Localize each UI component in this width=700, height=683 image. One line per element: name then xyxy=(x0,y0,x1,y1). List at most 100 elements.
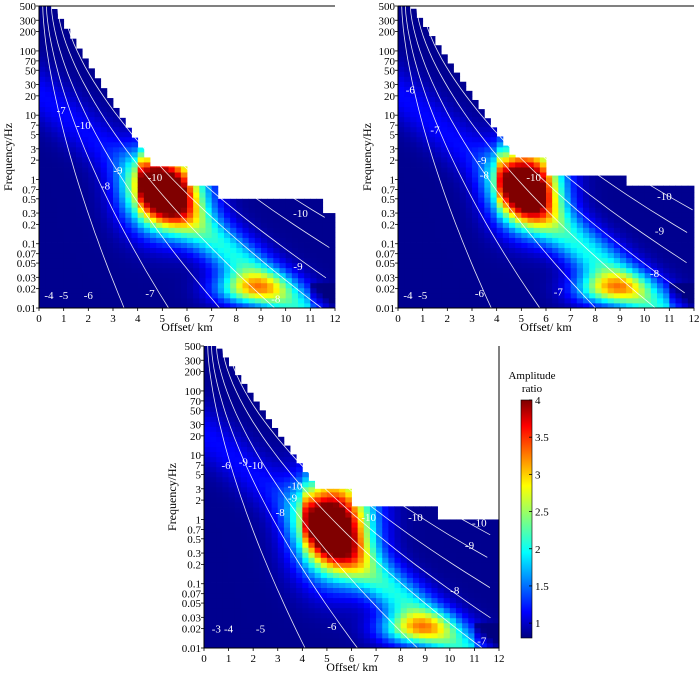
heat-cell xyxy=(608,182,615,187)
heat-cell xyxy=(472,117,479,122)
heat-cell xyxy=(431,618,438,623)
heat-cell xyxy=(236,217,243,222)
heat-cell xyxy=(577,233,584,238)
heat-cell xyxy=(204,588,211,593)
heat-cell xyxy=(212,227,219,232)
heat-cell xyxy=(478,268,485,273)
heat-cell xyxy=(278,547,285,552)
heat-cell xyxy=(267,227,274,232)
heat-cell xyxy=(267,238,274,243)
heat-cell xyxy=(417,132,424,137)
heat-cell xyxy=(280,222,287,227)
heat-cell xyxy=(216,583,223,588)
heat-cell xyxy=(95,192,102,197)
heat-cell xyxy=(388,522,395,527)
heat-cell xyxy=(51,212,58,217)
heat-cell xyxy=(298,222,305,227)
heat-cell xyxy=(210,532,217,537)
heat-cell xyxy=(265,618,272,623)
y-tick-label: 0.01 xyxy=(376,303,395,315)
heat-cell xyxy=(435,293,442,298)
heat-cell xyxy=(272,467,279,472)
heat-cell xyxy=(376,517,383,522)
heat-cell xyxy=(370,628,377,633)
heat-cell xyxy=(608,233,615,238)
heat-cell xyxy=(95,78,102,82)
heat-cell xyxy=(259,532,266,537)
heat-cell xyxy=(398,167,405,172)
heat-cell xyxy=(345,542,352,547)
contour-label: -7 xyxy=(57,105,67,117)
heat-cell xyxy=(259,608,266,613)
heat-cell xyxy=(138,212,145,217)
heat-cell xyxy=(230,212,237,217)
heat-cell xyxy=(620,192,627,197)
heat-cell xyxy=(229,502,236,507)
heat-cell xyxy=(425,583,432,588)
heat-cell xyxy=(272,447,279,452)
heat-cell xyxy=(216,507,223,512)
heat-cell xyxy=(144,278,151,283)
heat-cell xyxy=(376,573,383,578)
heat-cell xyxy=(358,603,365,608)
heat-cell xyxy=(278,578,285,583)
heat-cell xyxy=(241,552,248,557)
heat-cell xyxy=(204,457,211,462)
heat-cell xyxy=(419,532,426,537)
heat-cell xyxy=(329,217,336,222)
heat-cell xyxy=(435,212,442,217)
heat-cell xyxy=(212,212,219,217)
heat-cell xyxy=(484,192,491,197)
heat-cell xyxy=(410,273,417,278)
heat-cell xyxy=(70,283,77,288)
heat-cell xyxy=(235,567,242,572)
heat-cell xyxy=(253,497,260,502)
heat-cell xyxy=(265,623,272,628)
heat-cell xyxy=(447,63,454,66)
heat-cell xyxy=(235,542,242,547)
heat-cell xyxy=(70,192,77,197)
heat-cell xyxy=(132,142,139,147)
heat-cell xyxy=(444,537,451,542)
heat-cell xyxy=(478,248,485,253)
heat-cell xyxy=(162,248,169,253)
heat-cell xyxy=(259,410,266,411)
heat-cell xyxy=(229,552,236,557)
heat-cell xyxy=(688,202,695,207)
heat-cell xyxy=(497,212,504,217)
heat-cell xyxy=(423,76,430,81)
heat-cell xyxy=(509,217,516,222)
heat-cell xyxy=(284,557,291,562)
heat-cell xyxy=(218,298,225,303)
heat-cell xyxy=(39,61,46,66)
heat-cell xyxy=(204,578,211,583)
heat-cell xyxy=(193,243,200,248)
heat-cell xyxy=(82,167,89,172)
heat-cell xyxy=(620,283,627,288)
heat-cell xyxy=(249,202,256,207)
heat-cell xyxy=(169,278,176,283)
heat-cell xyxy=(382,608,389,613)
heat-cell xyxy=(441,97,448,102)
heat-cell xyxy=(235,537,242,542)
heat-cell xyxy=(304,268,311,273)
heat-cell xyxy=(327,532,334,537)
heat-cell xyxy=(441,238,448,243)
heat-cell xyxy=(204,477,211,482)
heat-cell xyxy=(565,263,572,268)
heat-cell xyxy=(398,253,405,258)
heat-cell xyxy=(45,142,52,147)
heat-cell xyxy=(113,157,120,162)
heat-cell xyxy=(229,522,236,527)
heat-cell xyxy=(552,298,559,303)
heat-cell xyxy=(169,182,176,187)
heat-cell xyxy=(278,633,285,638)
heat-cell xyxy=(88,233,95,238)
heat-cell xyxy=(595,222,602,227)
heat-cell xyxy=(150,273,157,278)
heat-cell xyxy=(478,127,485,132)
heat-cell xyxy=(76,222,83,227)
heat-cell xyxy=(663,273,670,278)
heat-cell xyxy=(255,233,262,238)
heat-cell xyxy=(267,217,274,222)
